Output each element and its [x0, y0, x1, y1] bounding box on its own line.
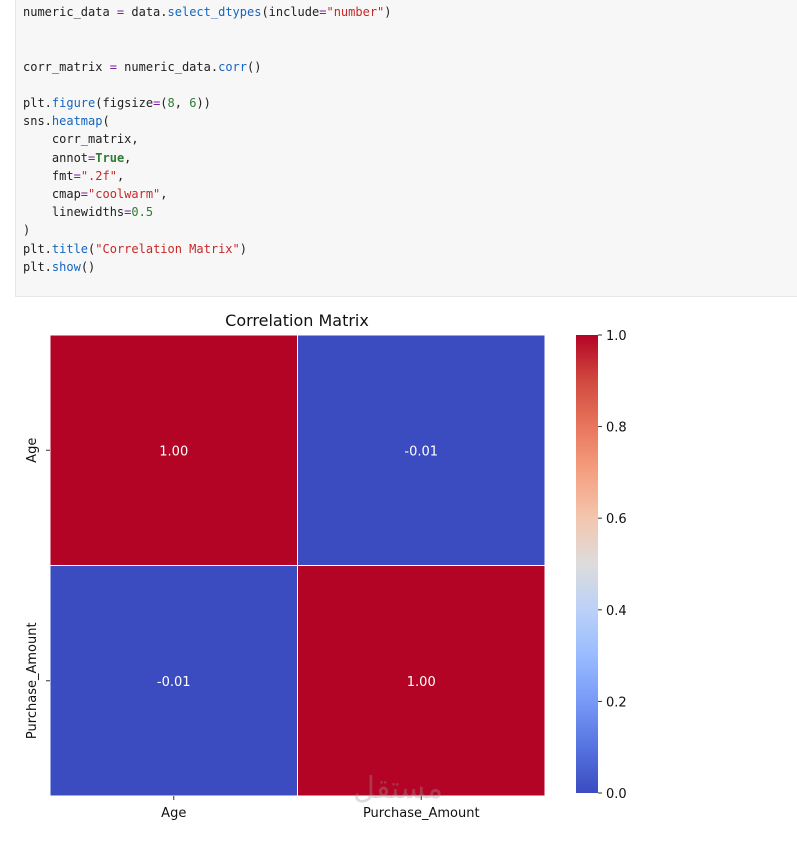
code-line: corr_matrix, [23, 131, 139, 147]
code-token: () [247, 59, 262, 74]
colorbar-tick-label: 1.0 [606, 329, 627, 344]
code-token: plt. [23, 241, 52, 256]
code-token: = [109, 59, 117, 74]
code-token: ( [160, 96, 168, 110]
code-token: numeric_data [23, 5, 117, 19]
code-line: corr_matrix = numeric_data.corr() [23, 59, 261, 75]
code-line: cmap="coolwarm", [23, 186, 168, 202]
colorbar [576, 335, 598, 793]
colorbar-tick-label: 0.6 [606, 512, 627, 527]
code-line: sns.heatmap( [23, 113, 110, 129]
code-token: show [51, 259, 81, 274]
code-token: = [124, 205, 132, 220]
x-tick-label: Purchase_Amount [363, 806, 480, 821]
code-token: select_dtypes [167, 5, 262, 19]
chart-title: Correlation Matrix [225, 311, 369, 330]
code-token: corr [218, 59, 247, 74]
code-line: plt.title("Correlation Matrix") [23, 241, 247, 257]
code-line: plt.figure(figsize=(8, 6)) [23, 95, 211, 111]
y-tick-label: Purchase_Amount [25, 622, 40, 739]
code-token: , [174, 96, 190, 110]
code-token: ) [23, 223, 31, 238]
code-token: ".2f" [80, 168, 117, 183]
code-token: )) [196, 96, 211, 110]
code-token: linewidths [23, 205, 125, 220]
code-token: "number" [326, 5, 385, 19]
code-token: = [319, 5, 327, 19]
code-token: = [116, 5, 125, 19]
code-token: (figsize [95, 96, 154, 110]
cell-annotation: -0.01 [404, 444, 438, 459]
heatmap-cell [49, 334, 298, 566]
code-token: True [95, 150, 125, 165]
code-token: = [153, 96, 161, 110]
code-line: annot=True, [23, 150, 132, 166]
code-token: corr_matrix, [23, 132, 139, 147]
code-token: ( [88, 241, 96, 256]
code-token: 8 [167, 96, 175, 110]
code-token: 0.5 [131, 205, 154, 220]
code-token: plt. [23, 259, 52, 274]
y-tick-label: Age [25, 438, 40, 463]
cell-annotation: 1.00 [159, 444, 188, 459]
code-token: "Correlation Matrix" [95, 241, 240, 256]
code-token: plt. [23, 96, 52, 110]
code-token: annot [23, 150, 89, 165]
code-token: 6 [189, 96, 197, 110]
code-token: = [73, 168, 81, 183]
code-line: fmt=".2f", [23, 168, 124, 184]
code-token: ( [102, 114, 110, 129]
code-token: ) [239, 241, 247, 256]
cell-annotation: -0.01 [157, 675, 191, 690]
heatmap-cell [297, 565, 546, 797]
code-line: plt.show() [23, 259, 95, 275]
heatmap-chart: Correlation Matrix 1.00 -0.01 -0.01 1.00 Ag… [25, 311, 627, 821]
code-cell[interactable]: numeric_data = data.select_dtypes(includ… [15, 0, 797, 297]
code-token: fmt [23, 168, 74, 183]
heatmap-cell [297, 334, 546, 566]
code-line: numeric_data = data.select_dtypes(includ… [23, 4, 392, 20]
code-token: , [124, 150, 132, 165]
code-token: (include [261, 5, 320, 19]
heatmap-cell [49, 565, 298, 797]
code-token: = [88, 150, 96, 165]
code-token: "coolwarm" [88, 187, 161, 201]
code-token: () [80, 259, 96, 274]
code-token: data. [124, 5, 168, 19]
code-token: numeric_data. [116, 59, 219, 74]
code-token: = [80, 187, 89, 201]
code-token: corr_matrix [23, 59, 110, 74]
colorbar-tick-label: 0.2 [606, 695, 627, 710]
code-token: figure [51, 96, 96, 110]
code-token: title [51, 241, 89, 256]
colorbar-tick-label: 0.8 [606, 421, 627, 436]
cell-annotation: 1.00 [407, 675, 436, 690]
colorbar-tick-label: 0.0 [606, 787, 627, 802]
code-token: heatmap [51, 114, 103, 129]
code-token: , [160, 187, 168, 201]
watermark-logo: مستقل [353, 771, 443, 806]
code-line: ) [23, 222, 30, 238]
colorbar-tick-label: 0.4 [606, 604, 627, 619]
code-line: linewidths=0.5 [23, 204, 153, 220]
code-token: cmap [23, 187, 81, 201]
code-token: , [116, 168, 125, 183]
code-token: sns. [23, 114, 52, 129]
x-tick-label: Age [161, 806, 186, 821]
code-token: ) [384, 5, 392, 19]
